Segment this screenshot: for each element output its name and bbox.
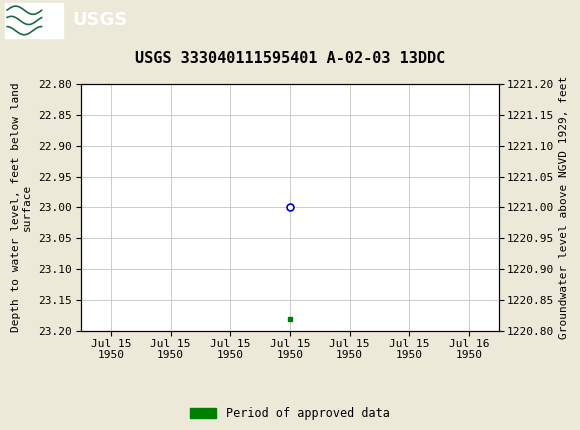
Y-axis label: Depth to water level, feet below land
surface: Depth to water level, feet below land su…: [10, 83, 32, 332]
Legend: Period of approved data: Period of approved data: [190, 407, 390, 420]
Text: USGS 333040111595401 A-02-03 13DDC: USGS 333040111595401 A-02-03 13DDC: [135, 51, 445, 65]
Text: USGS: USGS: [72, 11, 128, 29]
Bar: [5, 3, 63, 37]
Y-axis label: Groundwater level above NGVD 1929, feet: Groundwater level above NGVD 1929, feet: [559, 76, 569, 339]
